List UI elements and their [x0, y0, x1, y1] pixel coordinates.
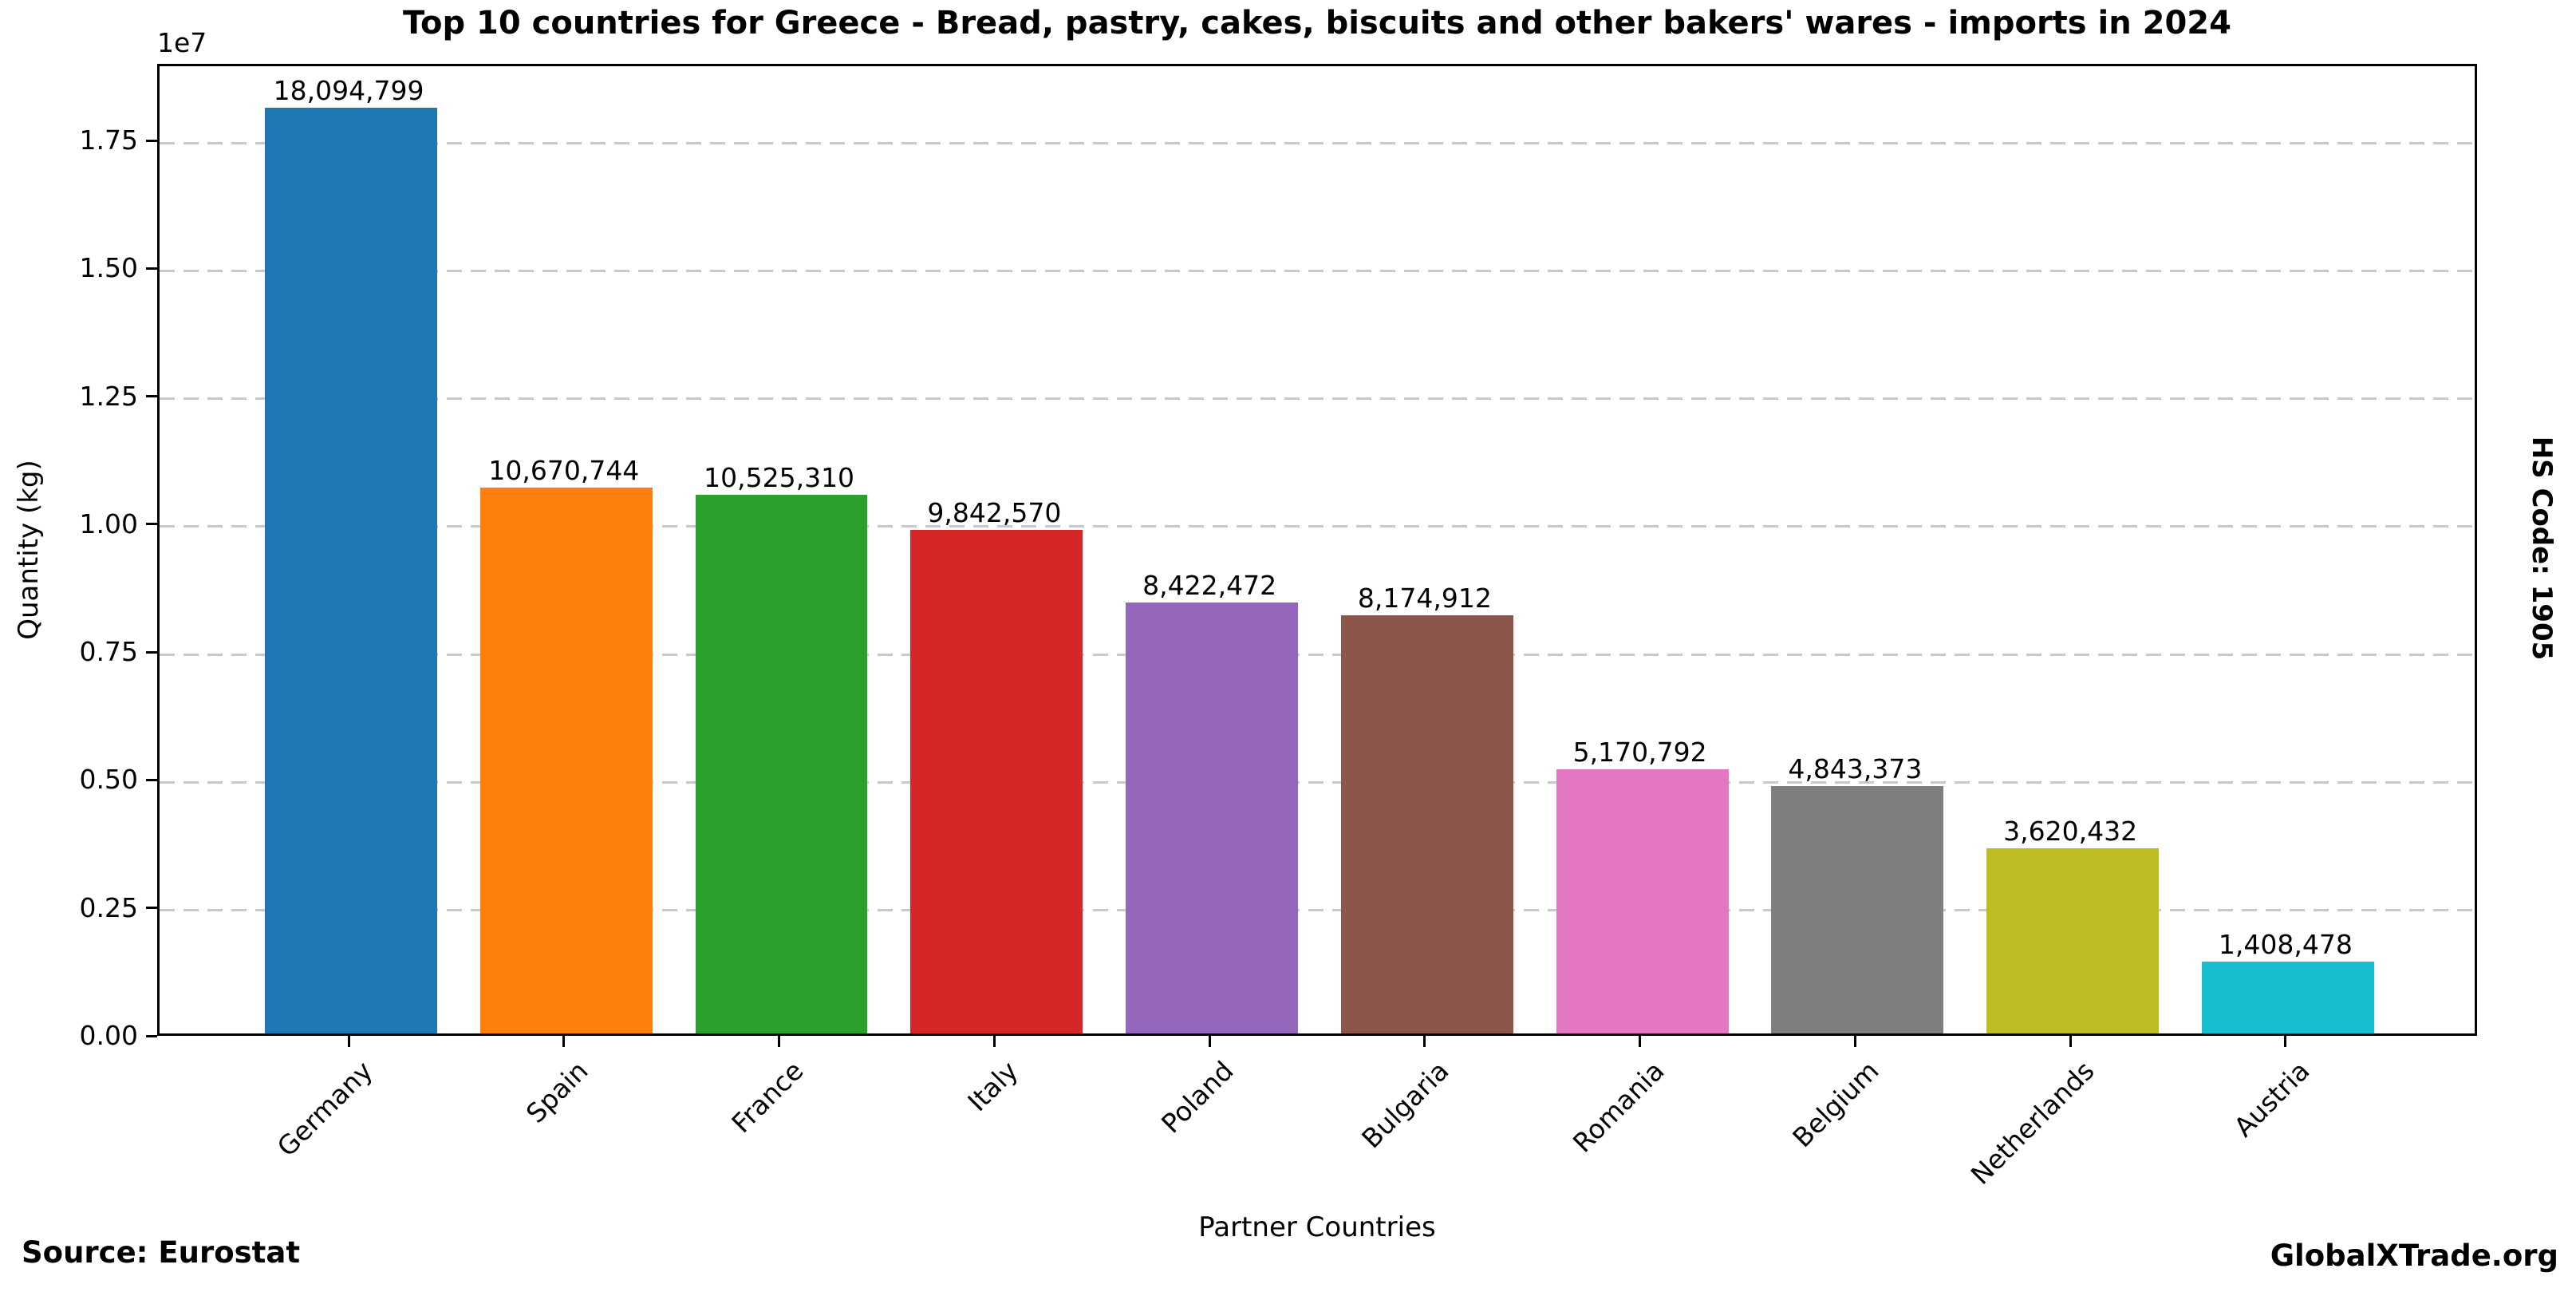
hs-code-label: HS Code: 1905: [2526, 436, 2558, 661]
x-tick-mark: [2069, 1036, 2072, 1047]
gridline: [160, 525, 2475, 528]
y-tick-label: 0.25: [79, 891, 138, 923]
bar-romania: [1556, 769, 1729, 1033]
bar-austria: [2202, 961, 2374, 1033]
x-tick-mark: [562, 1036, 566, 1047]
source-attribution: Source: Eurostat: [22, 1235, 301, 1270]
x-tick-mark: [1208, 1036, 1211, 1047]
bar-value-label: 8,174,912: [1357, 582, 1492, 614]
y-tick-mark: [146, 139, 157, 142]
y-tick-label: 0.00: [79, 1020, 138, 1051]
gridline: [160, 780, 2475, 784]
bar-italy: [910, 530, 1083, 1033]
bar-france: [695, 495, 868, 1033]
bar-value-label: 18,094,799: [273, 75, 424, 107]
x-tick-label: Romania: [1566, 1055, 1671, 1159]
y-tick-label: 0.75: [79, 636, 138, 668]
bar-value-label: 9,842,570: [927, 497, 1062, 529]
x-tick-mark: [1853, 1036, 1856, 1047]
gridline: [160, 269, 2475, 272]
y-tick-mark: [146, 395, 157, 398]
y-tick-label: 0.50: [79, 764, 138, 796]
gridline: [160, 141, 2475, 144]
y-tick-label: 1.25: [79, 380, 138, 412]
gridline: [160, 909, 2475, 912]
x-tick-label: France: [724, 1055, 810, 1140]
bar-netherlands: [1986, 848, 2160, 1033]
x-tick-label: Bulgaria: [1355, 1055, 1455, 1155]
y-axis-title: Quantity (kg): [13, 460, 45, 640]
bar-value-label: 3,620,432: [2003, 815, 2138, 847]
bar-belgium: [1771, 785, 1944, 1033]
y-tick-mark: [146, 650, 157, 654]
y-tick-mark: [146, 523, 157, 526]
bar-value-label: 10,525,310: [704, 462, 855, 494]
x-axis-title: Partner Countries: [1198, 1211, 1436, 1243]
bar-value-label: 5,170,792: [1572, 736, 1707, 768]
bar-germany: [265, 108, 437, 1033]
bar-value-label: 1,408,478: [2218, 928, 2353, 960]
bar-value-label: 10,670,744: [488, 454, 640, 486]
chart-title: Top 10 countries for Greece - Bread, pas…: [403, 5, 2231, 41]
x-tick-label: Poland: [1155, 1055, 1240, 1140]
x-tick-mark: [992, 1036, 996, 1047]
x-tick-mark: [778, 1036, 781, 1047]
y-tick-mark: [146, 267, 157, 270]
x-tick-mark: [1639, 1036, 1642, 1047]
x-tick-mark: [347, 1036, 350, 1047]
brand-attribution: GlobalXTrade.org: [2270, 1239, 2558, 1273]
x-tick-label: Italy: [961, 1055, 1024, 1118]
y-tick-label: 1.00: [79, 508, 138, 539]
bar-bulgaria: [1340, 614, 1513, 1033]
bar-value-label: 8,422,472: [1142, 570, 1277, 602]
x-tick-mark: [1423, 1036, 1426, 1047]
y-tick-mark: [146, 1034, 157, 1037]
bar-spain: [479, 487, 653, 1033]
y-axis-offset-text: 1e7: [157, 27, 207, 58]
bar-value-label: 4,843,373: [1788, 753, 1923, 784]
bar-poland: [1126, 603, 1298, 1033]
x-tick-mark: [2284, 1036, 2287, 1047]
y-tick-label: 1.75: [79, 124, 138, 156]
y-tick-label: 1.50: [79, 252, 138, 284]
gridline: [160, 653, 2475, 656]
plot-area: [157, 64, 2477, 1036]
x-tick-label: Netherlands: [1964, 1055, 2101, 1191]
y-tick-mark: [146, 778, 157, 781]
x-tick-label: Belgium: [1786, 1055, 1885, 1154]
x-tick-label: Spain: [519, 1055, 594, 1129]
gridline: [160, 397, 2475, 401]
y-tick-mark: [146, 907, 157, 910]
